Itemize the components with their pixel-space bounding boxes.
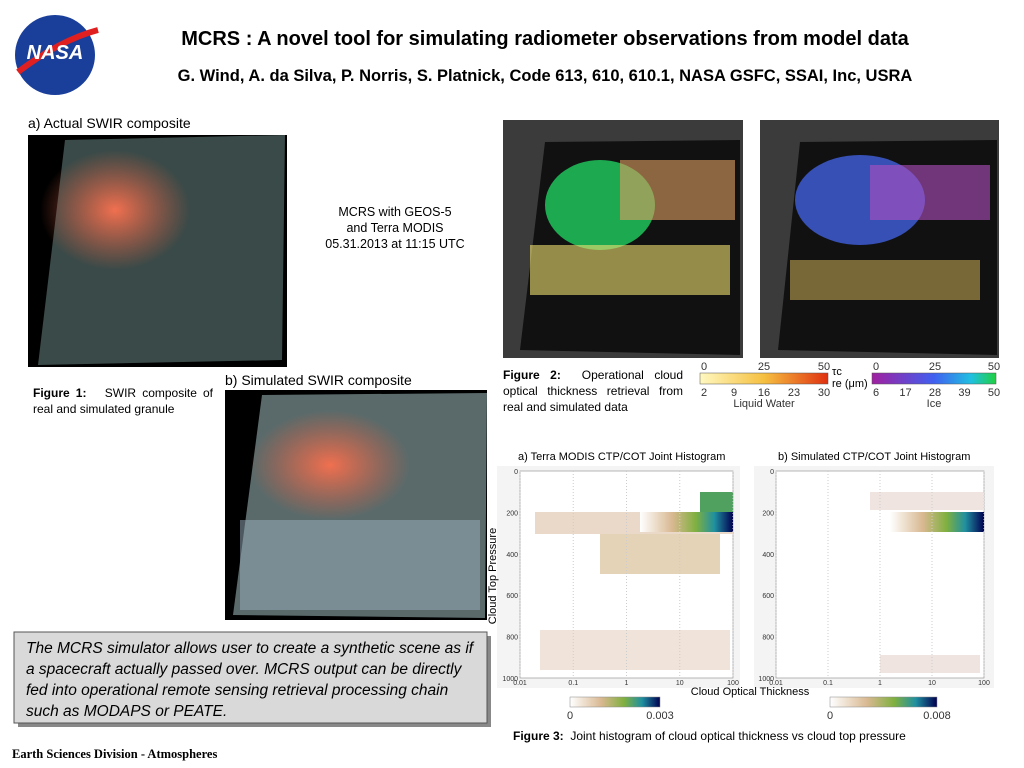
image-b-cloud (250, 410, 410, 520)
y-tick-label: 600 (506, 593, 518, 600)
x-tick-label: 100 (978, 680, 990, 687)
hist-a-low (540, 630, 730, 670)
tick-label: 30 (818, 387, 830, 399)
note-line: MCRS with GEOS-5 (338, 205, 452, 219)
figure-caption: Figure 1: SWIR composite of real and sim… (33, 385, 213, 417)
image-a-cloud (40, 150, 190, 270)
tick-label: 0 (701, 361, 707, 373)
footer: Earth Sciences Division - Atmospheres (12, 747, 218, 761)
hist-a-top (700, 492, 733, 512)
image-c-band2 (530, 245, 730, 295)
note-line: 05.31.2013 at 11:15 UTC (325, 237, 465, 251)
y-tick-label: 0 (770, 469, 774, 476)
x-tick-label: 0.1 (568, 680, 578, 687)
y-tick-label: 200 (506, 510, 518, 517)
axis-ticks: 0 25 50 2 9 16 23 30 0 25 50 6 17 28 39 50 0 200 400 600 800… (502, 361, 1000, 722)
colorbar-label: 0 (567, 710, 573, 722)
tick-label: 50 (988, 387, 1000, 399)
tick-label: 50 (988, 361, 1000, 373)
tick-label: 28 (929, 387, 941, 399)
tick-label: 39 (958, 387, 970, 399)
y-tick-label: 1000 (502, 676, 518, 683)
x-tick-label: 0.01 (769, 680, 783, 687)
liquid-colorbar (699, 372, 829, 385)
tick-label: 23 (788, 387, 800, 399)
logo-text: NASA (26, 42, 84, 64)
note-line: and Terra MODIS (346, 221, 444, 235)
y-tick-label: 1000 (758, 676, 774, 683)
tick-label: 2 (701, 387, 707, 399)
caption-text: Joint histogram of cloud optical thickne… (570, 729, 906, 743)
colorbar-name: Ice (926, 398, 942, 410)
tick-label: 50 (818, 361, 830, 373)
colorbar-label: 0.003 (646, 710, 674, 722)
x-tick-label: 10 (676, 680, 684, 687)
panel-label: b) Simulated SWIR composite (225, 372, 412, 388)
note: MCRS with GEOS-5 and Terra MODIS 05.31.2… (305, 204, 485, 252)
tick-label: 0 (873, 361, 879, 373)
image-d-band (870, 165, 990, 220)
figure-caption: Figure 2: Operational cloud optical thic… (503, 367, 683, 415)
logo-swoosh (16, 27, 99, 75)
x-tick-label: 1 (625, 680, 629, 687)
caption-text: Operational cloud optical thickness retr… (503, 368, 684, 414)
hist-title: a) Terra MODIS CTP/COT Joint Histogram (518, 451, 726, 463)
figure-caption: Figure 3: Joint histogram of cloud optic… (513, 728, 993, 744)
panel-label: a) Actual SWIR composite (28, 115, 191, 131)
y-tick-label: 0 (514, 469, 518, 476)
tick-label: 17 (899, 387, 911, 399)
colorbar-name: Liquid Water (733, 398, 795, 410)
y-tick-label: 200 (762, 510, 774, 517)
caption-label: Figure 3: (513, 729, 564, 743)
colorbar-label: 0 (827, 710, 833, 722)
x-tick-label: 100 (727, 680, 739, 687)
hist-b-colorbar (829, 696, 938, 708)
tau-symbol: τc (832, 366, 842, 378)
image-b-clouds (240, 520, 480, 610)
summary: The MCRS simulator allows user to create… (26, 640, 474, 720)
y-tick-label: 600 (762, 593, 774, 600)
hist-title: b) Simulated CTP/COT Joint Histogram (778, 451, 971, 463)
caption-label: Figure 1: (33, 386, 87, 400)
image-c-band (620, 160, 735, 220)
y-tick-label: 800 (762, 635, 774, 642)
summary-box (13, 631, 488, 724)
x-tick-label: 1 (878, 680, 882, 687)
hist-a-mid (600, 534, 720, 574)
hist-a-peak (640, 512, 733, 532)
tick-label: 16 (758, 387, 770, 399)
y-tick-label: 400 (762, 552, 774, 559)
x-axis-label: Cloud Optical Thickness (690, 686, 810, 698)
title: MCRS : A novel tool for simulating radio… (181, 28, 909, 50)
hist-b-low (880, 655, 980, 673)
caption-text: SWIR composite of real and simulated gra… (33, 386, 213, 416)
re-symbol: re (μm) (832, 378, 868, 390)
authors: G. Wind, A. da Silva, P. Norris, S. Plat… (177, 67, 913, 85)
tick-label: 9 (731, 387, 737, 399)
tick-label: 6 (873, 387, 879, 399)
tick-label: 25 (929, 361, 941, 373)
tick-label: 25 (758, 361, 770, 373)
hist-b-top (870, 492, 984, 510)
y-axis-label: Cloud Top Pressure (487, 527, 499, 625)
y-tick-label: 800 (506, 635, 518, 642)
y-tick-label: 400 (506, 552, 518, 559)
x-tick-label: 10 (928, 680, 936, 687)
image-d-band2 (790, 260, 980, 300)
x-tick-label: 0.1 (823, 680, 833, 687)
colorbar-label: 0.008 (923, 710, 951, 722)
caption-label: Figure 2: (503, 368, 561, 382)
hist-b-peak (890, 512, 984, 532)
ice-colorbar (871, 372, 997, 385)
x-tick-label: 0.01 (513, 680, 527, 687)
hist-a-colorbar (569, 696, 661, 708)
